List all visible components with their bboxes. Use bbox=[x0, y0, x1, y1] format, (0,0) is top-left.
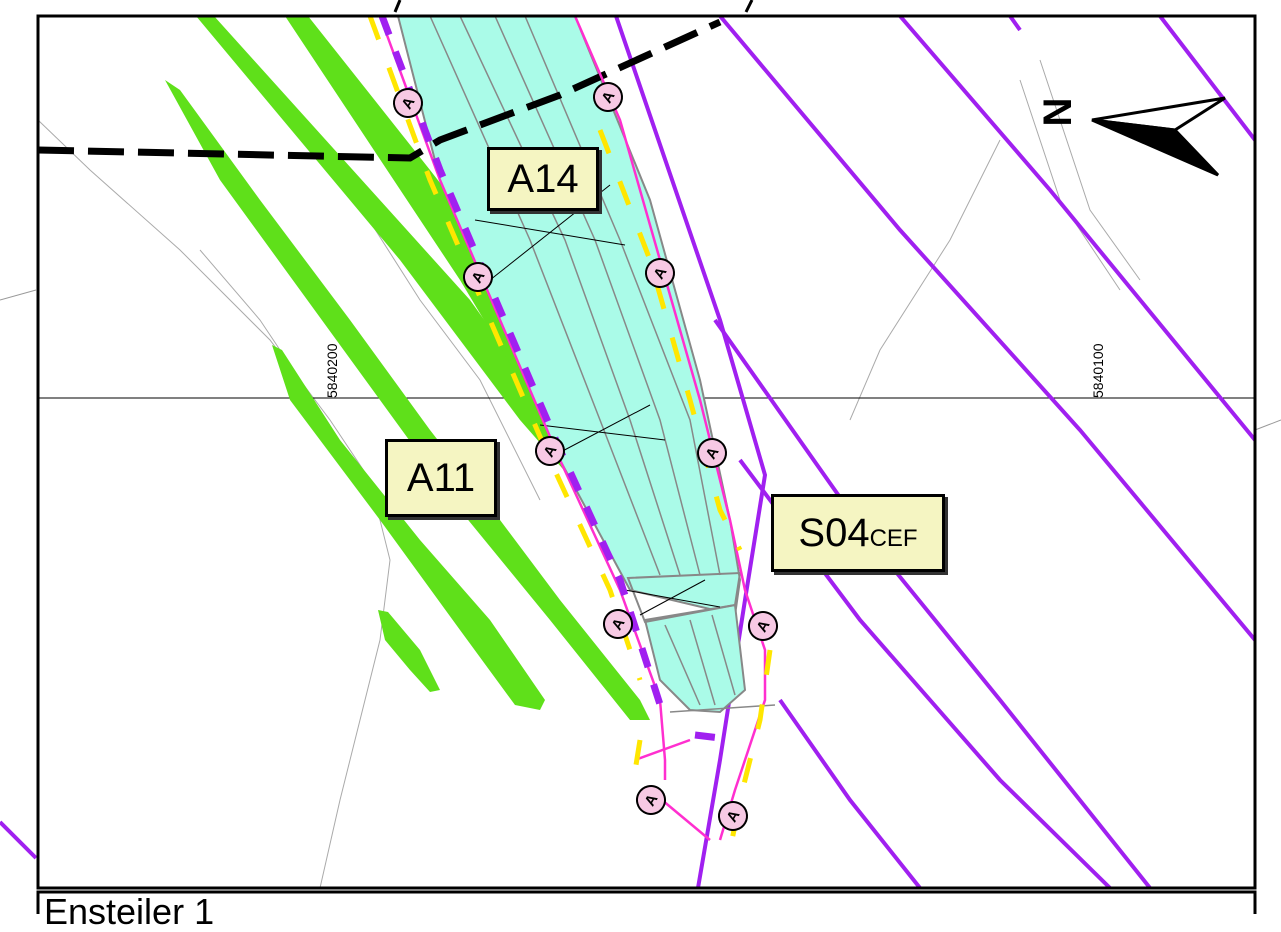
label-a14: A14 bbox=[487, 147, 599, 211]
label-s04cef: S04 CEF bbox=[771, 494, 945, 572]
purple-lines bbox=[614, 16, 1255, 888]
coord-label-left: 5840200 bbox=[324, 343, 340, 398]
north-arrow-icon bbox=[1091, 96, 1226, 177]
coord-label-right: 5840100 bbox=[1090, 343, 1106, 398]
legend-text: Ensteiler 1 bbox=[44, 891, 215, 932]
boundary-dashed bbox=[38, 18, 722, 162]
map-border bbox=[36, 14, 1257, 890]
hatched-zone bbox=[626, 571, 742, 624]
label-s04-main: S04 bbox=[798, 511, 870, 555]
north-label: N bbox=[1036, 97, 1080, 127]
purple-dashed-boundary bbox=[378, 16, 721, 742]
label-a11: A11 bbox=[385, 439, 497, 517]
outside-context-lines bbox=[0, 0, 1281, 860]
strip-internal-lines bbox=[429, 16, 776, 713]
label-s04-sub: CEF bbox=[869, 525, 918, 552]
legend-border bbox=[36, 890, 1257, 924]
